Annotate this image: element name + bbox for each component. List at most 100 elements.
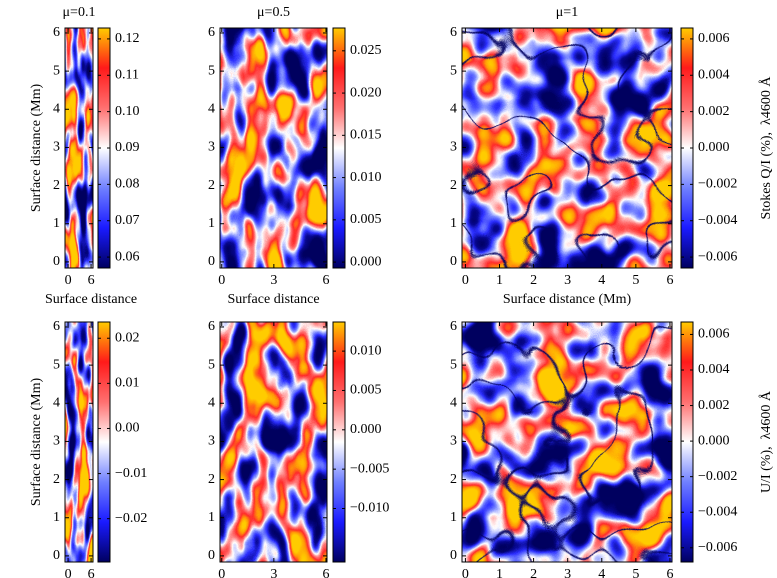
y-tick-label: 4	[208, 395, 215, 410]
colorbar-tick-label: 0.12	[115, 31, 140, 46]
y-tick-label: 2	[208, 472, 215, 487]
y-tick-label: 6	[450, 25, 457, 40]
x-axis-label: Surface distance	[45, 292, 137, 307]
x-tick-label: 4	[598, 567, 605, 578]
plot-frame	[461, 321, 673, 563]
colorbar-tick-label: 0.000	[698, 433, 730, 448]
colorbar	[332, 321, 346, 563]
y-tick-label: 3	[53, 434, 60, 449]
y-tick-label: 3	[450, 434, 457, 449]
x-tick-label: 3	[564, 273, 571, 288]
colorbar-tick-label: 0.06	[115, 249, 140, 264]
y-tick-label: 6	[53, 25, 60, 40]
x-tick-label: 3	[564, 567, 571, 578]
colorbar-tick-label: 0.004	[698, 362, 730, 377]
x-tick-label: 2	[530, 273, 537, 288]
colorbar-tick-label: 0.020	[350, 85, 382, 100]
contours	[462, 28, 672, 268]
y-tick-label: 0	[208, 548, 215, 563]
colorbar-tick-label: −0.01	[115, 466, 147, 481]
y-tick-label: 3	[53, 140, 60, 155]
colorbar-tick-label: −0.006	[698, 540, 737, 555]
colorbar-tick-label: −0.004	[698, 213, 737, 228]
colorbar	[332, 27, 346, 269]
y-tick-label: 0	[53, 548, 60, 563]
y-tick-label: 0	[450, 548, 457, 563]
heatmap	[65, 28, 93, 268]
contours	[462, 322, 672, 562]
x-tick-label: 0	[65, 273, 72, 288]
colorbar-tick-label: 0.10	[115, 104, 140, 119]
y-tick-label: 1	[53, 510, 60, 525]
colorbar-tick-label: 0.002	[698, 104, 730, 119]
x-tick-label: 6	[322, 567, 329, 578]
colorbar-tick-label: 0.000	[350, 254, 382, 269]
colorbar-tick-label: −0.004	[698, 504, 737, 519]
x-tick-label: 0	[218, 567, 225, 578]
colorbar-tick-label: 0.01	[115, 376, 140, 391]
x-tick-label: 6	[322, 273, 329, 288]
y-tick-label: 1	[450, 216, 457, 231]
y-tick-label: 5	[450, 357, 457, 372]
colorbar-tick-label: 0.00	[115, 421, 140, 436]
colorbar-tick-label: −0.02	[115, 511, 147, 526]
y-tick-label: 6	[208, 319, 215, 334]
y-axis-label: Surface distance (Mm)	[29, 84, 44, 213]
x-tick-label: 0	[462, 273, 469, 288]
colorbar-tick-label: −0.002	[698, 177, 737, 192]
x-axis-label: Surface distance	[227, 292, 319, 307]
x-tick-label: 1	[496, 567, 503, 578]
x-tick-label: 6	[88, 273, 95, 288]
colorbar-label: Stokes Q/I (%), λ4600 Å	[758, 76, 774, 220]
y-tick-label: 4	[208, 101, 215, 116]
y-tick-label: 5	[53, 63, 60, 78]
x-tick-label: 1	[496, 273, 503, 288]
colorbar-tick-label: 0.002	[698, 398, 730, 413]
colorbar-tick-label: −0.006	[698, 249, 737, 264]
y-tick-label: 6	[208, 25, 215, 40]
y-tick-label: 5	[53, 357, 60, 372]
plot-frame	[64, 321, 94, 563]
colorbar-tick-label: −0.010	[350, 501, 389, 516]
x-tick-label: 6	[666, 273, 673, 288]
colorbar-label: U/I (%), λ4600 Å	[758, 390, 774, 493]
plot-frame	[64, 27, 94, 269]
colorbar	[680, 321, 694, 563]
colorbar-tick-label: 0.004	[698, 67, 730, 82]
panel-title: μ=1	[556, 5, 578, 20]
x-axis-label: Surface distance (Mm)	[503, 292, 632, 307]
plot-frame	[461, 27, 673, 269]
x-tick-label: 2	[530, 567, 537, 578]
y-tick-label: 3	[208, 140, 215, 155]
colorbar-tick-label: 0.000	[698, 140, 730, 155]
y-tick-label: 4	[450, 101, 457, 116]
y-tick-label: 5	[450, 63, 457, 78]
colorbar-tick-label: 0.005	[350, 212, 382, 227]
heatmap	[220, 322, 327, 562]
x-tick-label: 5	[632, 273, 639, 288]
x-tick-label: 5	[632, 567, 639, 578]
y-tick-label: 2	[450, 178, 457, 193]
colorbar-tick-label: −0.005	[350, 461, 389, 476]
colorbar-tick-label: 0.08	[115, 177, 140, 192]
colorbar-tick-label: 0.07	[115, 213, 140, 228]
y-tick-label: 2	[53, 178, 60, 193]
colorbar-tick-label: 0.02	[115, 330, 140, 345]
colorbar-tick-label: 0.000	[350, 422, 382, 437]
y-tick-label: 6	[450, 319, 457, 334]
y-tick-label: 4	[450, 395, 457, 410]
colorbar-tick-label: 0.11	[115, 67, 139, 82]
colorbar-tick-label: 0.010	[350, 343, 382, 358]
y-tick-label: 0	[53, 254, 60, 269]
y-tick-label: 3	[208, 434, 215, 449]
colorbar-tick-label: 0.010	[350, 170, 382, 185]
y-tick-label: 5	[208, 357, 215, 372]
x-tick-label: 3	[270, 273, 277, 288]
colorbar-tick-label: 0.005	[350, 383, 382, 398]
x-tick-label: 0	[462, 567, 469, 578]
y-tick-label: 3	[450, 140, 457, 155]
y-tick-label: 4	[53, 101, 60, 116]
x-tick-label: 6	[666, 567, 673, 578]
x-tick-label: 0	[65, 567, 72, 578]
